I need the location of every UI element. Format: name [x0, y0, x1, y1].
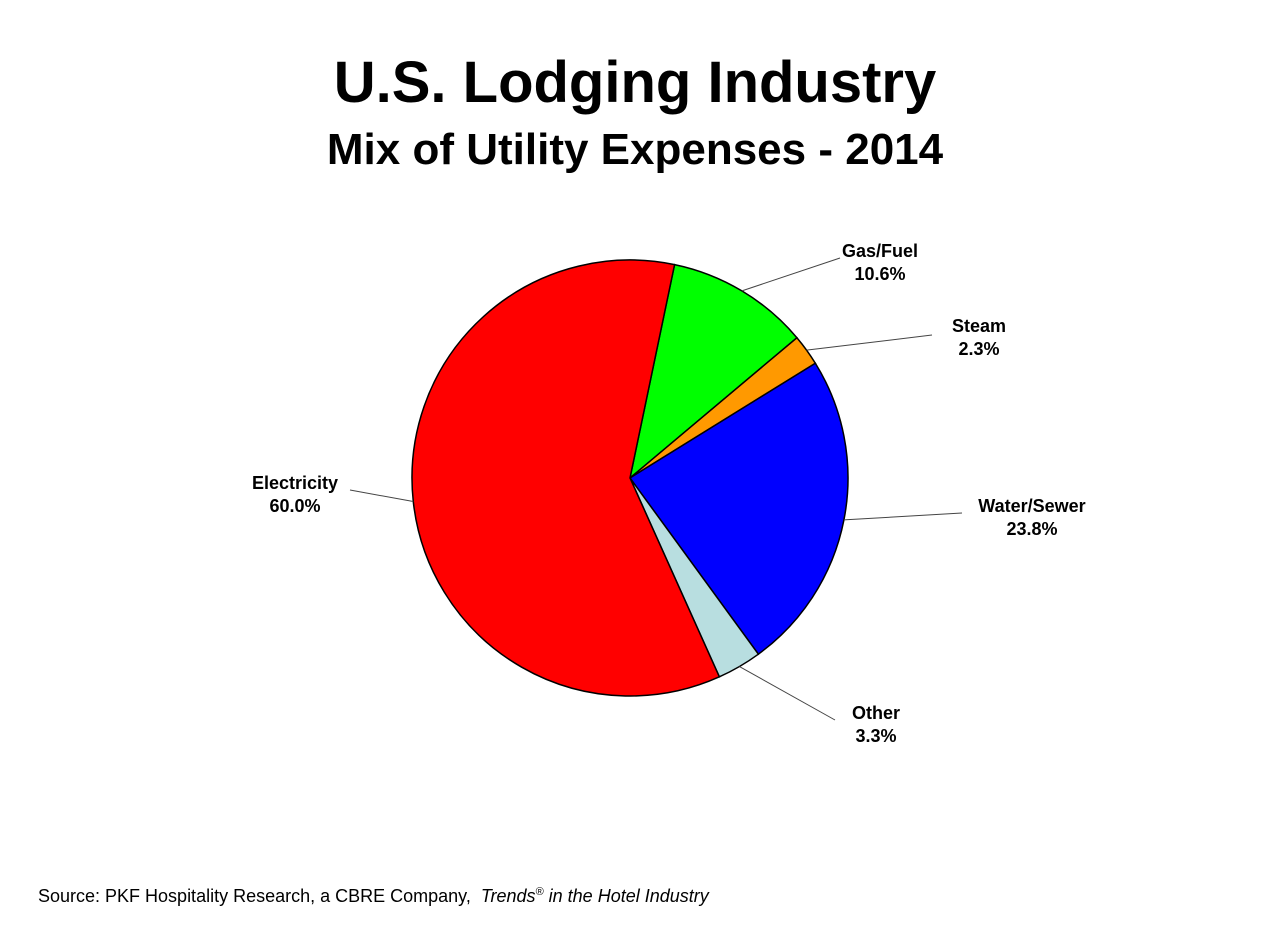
leader-line	[806, 334, 933, 351]
chart-title: U.S. Lodging Industry	[333, 50, 937, 115]
pie-slice-water-sewer	[628, 362, 849, 656]
pie-slice-gas-fuel	[628, 263, 798, 480]
label-other: Other 3.3%	[851, 703, 900, 746]
label-steam: Steam 2.3%	[951, 316, 1007, 359]
source-note: Source: PKF Hospitality Research, a CBRE…	[38, 886, 709, 906]
label-water-sewer: Water/Sewer 23.8%	[978, 496, 1086, 539]
leader-line	[843, 512, 963, 521]
leader-line	[741, 257, 841, 292]
leader-line	[739, 666, 836, 721]
chart-subtitle: Mix of Utility Expenses - 2014	[326, 125, 944, 174]
leader-line	[349, 489, 414, 503]
label-electricity: Electricity 60.0%	[251, 473, 339, 516]
pie-slice-electricity	[411, 259, 721, 697]
label-gas-fuel: Gas/Fuel 10.6%	[841, 241, 919, 284]
